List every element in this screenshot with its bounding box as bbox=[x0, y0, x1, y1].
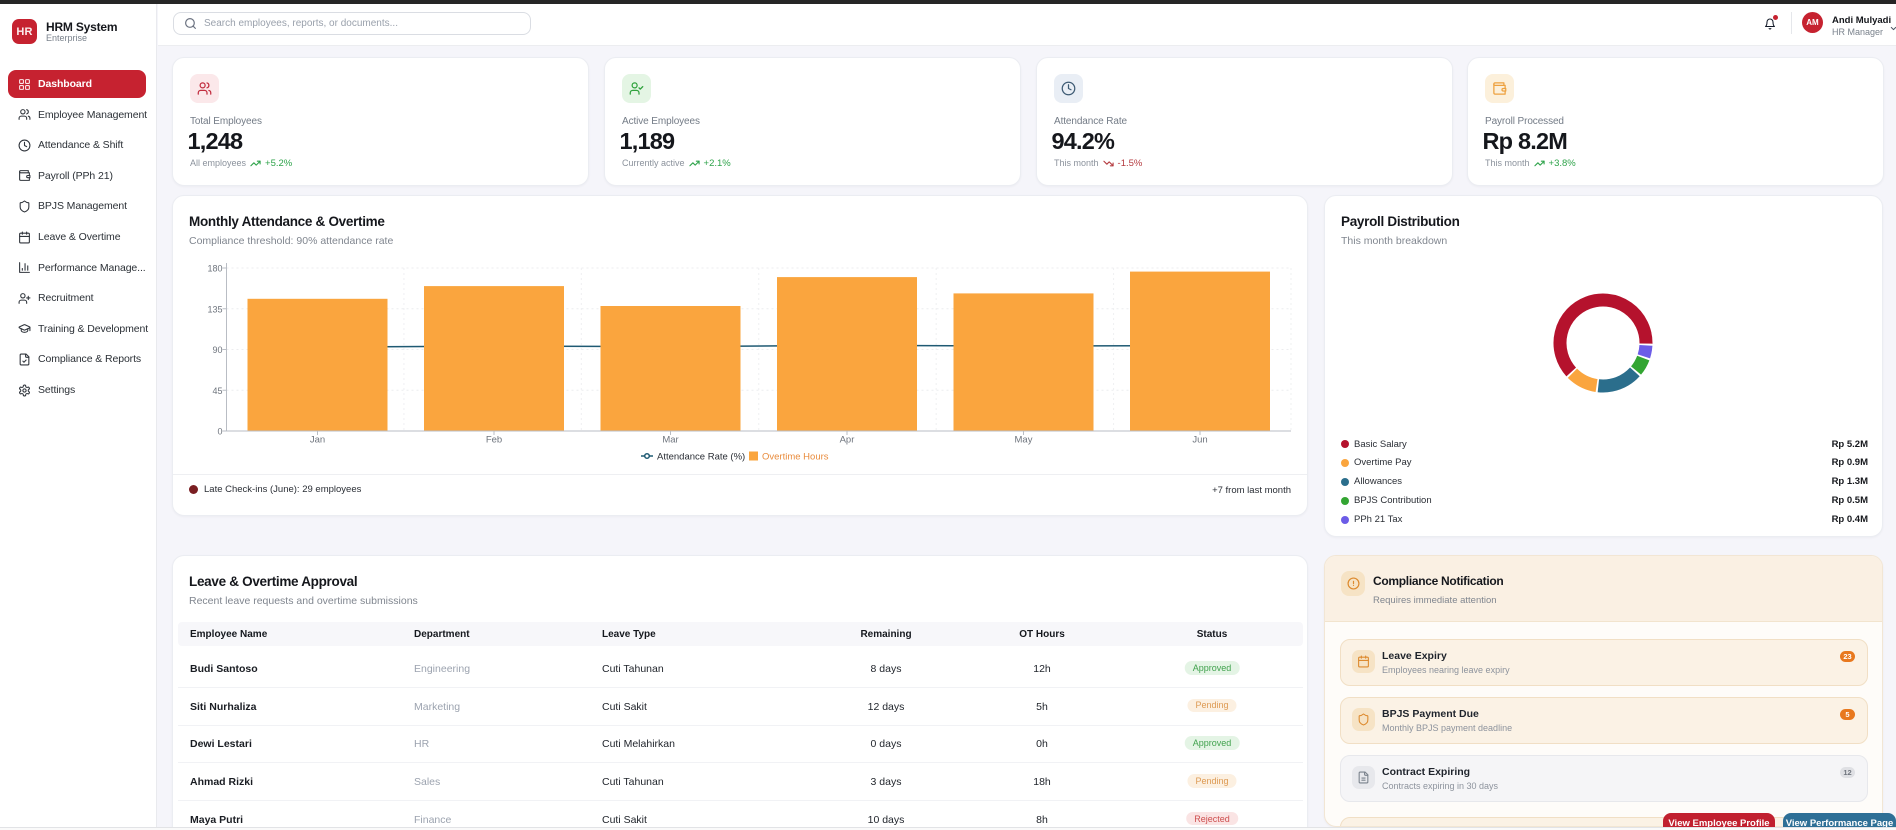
svg-text:0: 0 bbox=[217, 427, 222, 437]
svg-text:Feb: Feb bbox=[486, 435, 502, 446]
svg-text:90: 90 bbox=[212, 345, 222, 355]
svg-text:Jan: Jan bbox=[310, 435, 325, 446]
svg-text:45: 45 bbox=[212, 386, 222, 396]
svg-text:Overtime Hours: Overtime Hours bbox=[762, 452, 829, 463]
svg-text:Apr: Apr bbox=[840, 435, 855, 446]
svg-text:180: 180 bbox=[207, 264, 222, 274]
svg-text:Mar: Mar bbox=[662, 435, 678, 446]
svg-text:Jun: Jun bbox=[1192, 435, 1207, 446]
svg-text:Attendance Rate (%): Attendance Rate (%) bbox=[657, 452, 745, 463]
svg-text:135: 135 bbox=[207, 304, 222, 314]
svg-text:May: May bbox=[1015, 435, 1033, 446]
